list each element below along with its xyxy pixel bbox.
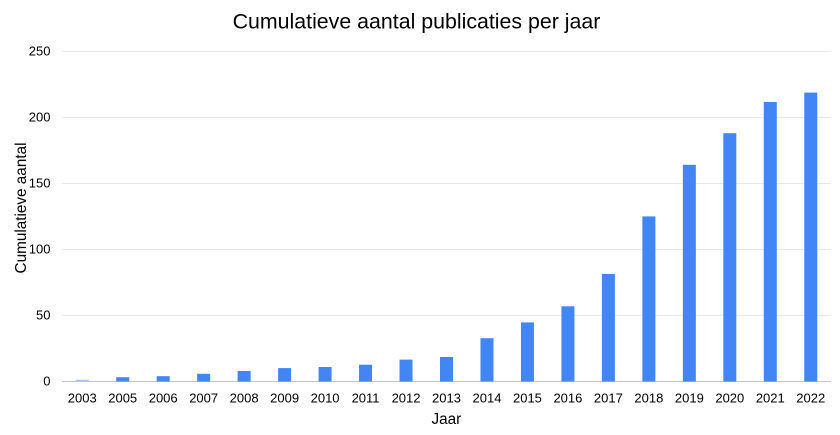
svg-text:2005: 2005 <box>108 390 137 405</box>
svg-text:2006: 2006 <box>149 390 178 405</box>
svg-text:2007: 2007 <box>189 390 218 405</box>
svg-text:2012: 2012 <box>392 390 421 405</box>
svg-text:Cumulatieve aantal publicaties: Cumulatieve aantal publicaties per jaar <box>233 10 601 34</box>
svg-text:2015: 2015 <box>513 390 542 405</box>
svg-text:2022: 2022 <box>796 390 825 405</box>
svg-text:0: 0 <box>43 373 50 388</box>
svg-text:Cumulatieve aantal: Cumulatieve aantal <box>13 143 30 274</box>
svg-text:2013: 2013 <box>432 390 461 405</box>
svg-text:2021: 2021 <box>756 390 785 405</box>
svg-text:2009: 2009 <box>270 390 299 405</box>
svg-text:2011: 2011 <box>352 390 380 405</box>
svg-text:Jaar: Jaar <box>432 411 462 428</box>
svg-text:250: 250 <box>29 43 51 58</box>
svg-text:2018: 2018 <box>634 390 663 405</box>
svg-text:150: 150 <box>29 175 51 190</box>
svg-text:2020: 2020 <box>715 390 744 405</box>
svg-text:2016: 2016 <box>553 390 582 405</box>
svg-text:50: 50 <box>36 307 50 322</box>
svg-text:2019: 2019 <box>675 390 704 405</box>
svg-text:2003: 2003 <box>68 390 97 405</box>
svg-text:2010: 2010 <box>311 390 340 405</box>
svg-text:100: 100 <box>29 241 51 256</box>
svg-text:200: 200 <box>29 109 51 124</box>
svg-text:2014: 2014 <box>473 390 502 405</box>
svg-text:2008: 2008 <box>230 390 259 405</box>
svg-text:2017: 2017 <box>594 390 623 405</box>
